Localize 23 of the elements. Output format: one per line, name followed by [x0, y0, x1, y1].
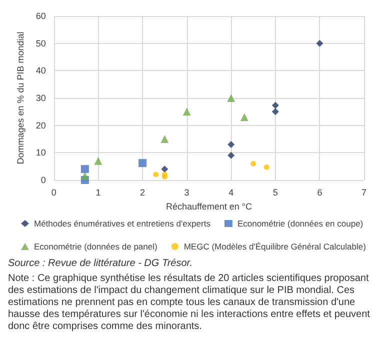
x-tick-label: 3 — [184, 188, 190, 198]
y-tick-label: 40 — [36, 66, 46, 76]
x-tick-label: 6 — [317, 188, 322, 198]
x-tick-label: 2 — [140, 188, 146, 198]
legend-label: Econométrie (données de panel) — [34, 242, 158, 252]
source-note: Source : Revue de littérature - DG Trésor. — [8, 258, 194, 270]
x-tick-label: 7 — [361, 188, 367, 198]
y-tick-label: 20 — [36, 120, 46, 130]
x-tick-label: 4 — [228, 188, 234, 198]
y-tick-label: 60 — [36, 11, 46, 21]
y-tick-label: 30 — [36, 93, 46, 103]
x-tick-label: 0 — [51, 188, 56, 198]
y-tick-label: 0 — [40, 175, 46, 185]
legend-label: Econométrie (données en coupe) — [237, 218, 364, 228]
x-axis-title: Réchauffement en °C — [166, 202, 252, 212]
x-tick-label: 1 — [96, 188, 101, 198]
y-tick-label: 10 — [36, 148, 46, 158]
legend-label: Méthodes énumératives et entretiens d'experts — [34, 218, 210, 228]
x-tick-label: 5 — [272, 188, 278, 198]
y-tick-label: 50 — [36, 38, 46, 48]
legend-label: MEGC (Modèles d'Équilibre Général Calculable) — [184, 242, 366, 252]
y-axis-title: Dommages en % du PIB mondial — [16, 32, 26, 164]
text: Note : Ce graphique synthétise les résultats de 20 articles scientifiques proposant des estimations de l'impact du changement climatique sur le PIB mondial. Ces estimations ne prennent pas en compte tous les canaux de transmission d'une hausse des températures sur l'économie ni les interactions entre effets et peuvent donc être comprises comme des minorants. — [8, 273, 371, 333]
